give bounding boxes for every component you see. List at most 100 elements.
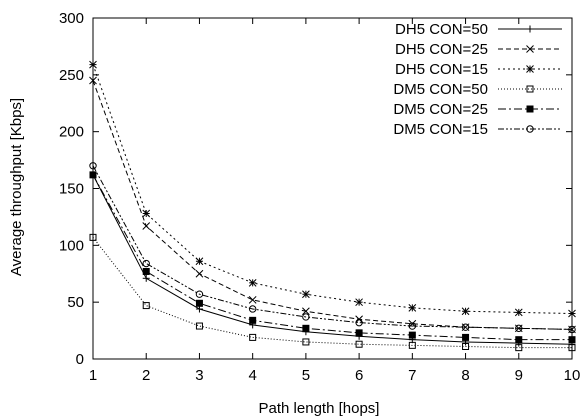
data-point: [355, 318, 363, 327]
series-dh5-con-25: [89, 76, 576, 334]
legend-label: DM5 CON=25: [393, 101, 488, 118]
data-point: [461, 323, 470, 331]
data-point: [195, 269, 204, 278]
data-point: [302, 313, 310, 321]
legend-item: DH5 CON=50: [395, 21, 562, 38]
x-tick-label: 8: [461, 367, 469, 384]
x-tick-label: 3: [195, 367, 203, 384]
data-point: [89, 171, 97, 179]
y-tick-label: 0: [76, 351, 84, 368]
data-point: [142, 222, 151, 230]
x-tick-label: 7: [408, 367, 416, 384]
data-point: [249, 316, 257, 324]
data-point: [515, 344, 523, 352]
legend-swatch-marker: [526, 25, 534, 33]
legend-swatch-marker: [526, 105, 534, 113]
data-point: [515, 336, 523, 344]
data-point: [568, 336, 576, 344]
data-point: [355, 329, 363, 337]
series-line: [92, 80, 573, 330]
legend-swatch-marker: [526, 125, 534, 133]
x-tick-label: 4: [248, 367, 256, 384]
legend-swatch-marker: [526, 65, 534, 73]
series-dh5-con-50: [89, 171, 576, 348]
y-axis-title: Average throughput [Kbps]: [8, 98, 25, 276]
x-tick-label: 2: [142, 367, 150, 384]
legend-label: DH5 CON=25: [395, 41, 488, 58]
data-point: [195, 257, 204, 266]
data-point: [568, 344, 576, 352]
x-tick-label: 9: [515, 367, 523, 384]
series-line: [92, 174, 572, 341]
data-point: [89, 60, 97, 69]
data-point: [248, 305, 257, 313]
series-layer: [89, 60, 576, 352]
data-point: [462, 333, 470, 341]
y-tick-label: 50: [67, 294, 84, 311]
plot-area: [92, 17, 573, 360]
data-point: [514, 308, 523, 317]
y-tick-label: 250: [59, 67, 84, 84]
y-tick-label: 300: [59, 10, 84, 27]
x-axis: 1 2 3 4 5 6 7 8 9 10: [89, 18, 581, 384]
legend: DH5 CON=50 DH5 CON=25 DH5 CON=15 DM5 CON=50…: [393, 21, 562, 138]
data-point: [302, 290, 310, 299]
data-point: [408, 322, 417, 330]
legend-item: DM5 CON=25: [393, 101, 562, 118]
legend-label: DM5 CON=50: [393, 81, 488, 98]
series-dm5-con-50: [89, 233, 576, 352]
data-point: [142, 274, 150, 282]
legend-item: DM5 CON=15: [393, 121, 562, 138]
series-line: [92, 174, 573, 345]
data-point: [515, 324, 523, 333]
series-dm5-con-15: [89, 162, 576, 334]
data-point: [142, 267, 150, 275]
legend-item: DM5 CON=50: [393, 81, 562, 98]
x-tick-label: 1: [89, 367, 97, 384]
data-point: [461, 307, 470, 316]
data-point: [142, 302, 150, 310]
y-axis: 0 50 100 150 200 250 300: [59, 10, 572, 368]
data-point: [408, 331, 416, 339]
legend-item: DH5 CON=25: [395, 41, 562, 58]
data-point: [195, 322, 203, 330]
data-point: [89, 162, 97, 170]
data-point: [142, 259, 150, 268]
data-point: [568, 325, 576, 334]
series-line: [92, 237, 572, 349]
data-point: [195, 299, 203, 307]
legend-swatch-marker: [526, 45, 534, 53]
x-axis-title: Path length [hops]: [259, 400, 380, 417]
data-point: [248, 296, 257, 304]
x-tick-label: 5: [302, 367, 310, 384]
data-point: [408, 341, 416, 349]
x-tick-label: 10: [564, 367, 581, 384]
series-dm5-con-25: [89, 171, 576, 344]
data-point: [249, 333, 257, 341]
legend-item: DH5 CON=15: [395, 61, 562, 78]
data-point: [302, 324, 310, 332]
legend-label: DM5 CON=15: [393, 121, 488, 138]
data-point: [568, 309, 576, 318]
data-point: [142, 209, 151, 218]
y-tick-label: 200: [59, 124, 84, 141]
data-point: [302, 338, 310, 346]
data-point: [89, 76, 97, 85]
y-tick-label: 150: [59, 181, 84, 198]
data-point: [248, 278, 257, 287]
legend-label: DH5 CON=50: [395, 21, 488, 38]
legend-swatch-marker: [526, 85, 534, 93]
series-line: [92, 64, 573, 315]
y-tick-label: 100: [59, 237, 84, 254]
data-point: [462, 342, 470, 350]
data-point: [89, 233, 97, 241]
series-dh5-con-15: [89, 60, 576, 318]
x-tick-label: 6: [355, 367, 363, 384]
data-point: [355, 298, 363, 307]
legend-label: DH5 CON=15: [395, 61, 488, 78]
plot-border: [92, 17, 573, 360]
data-point: [408, 303, 417, 312]
data-point: [355, 340, 363, 348]
data-point: [195, 290, 204, 298]
